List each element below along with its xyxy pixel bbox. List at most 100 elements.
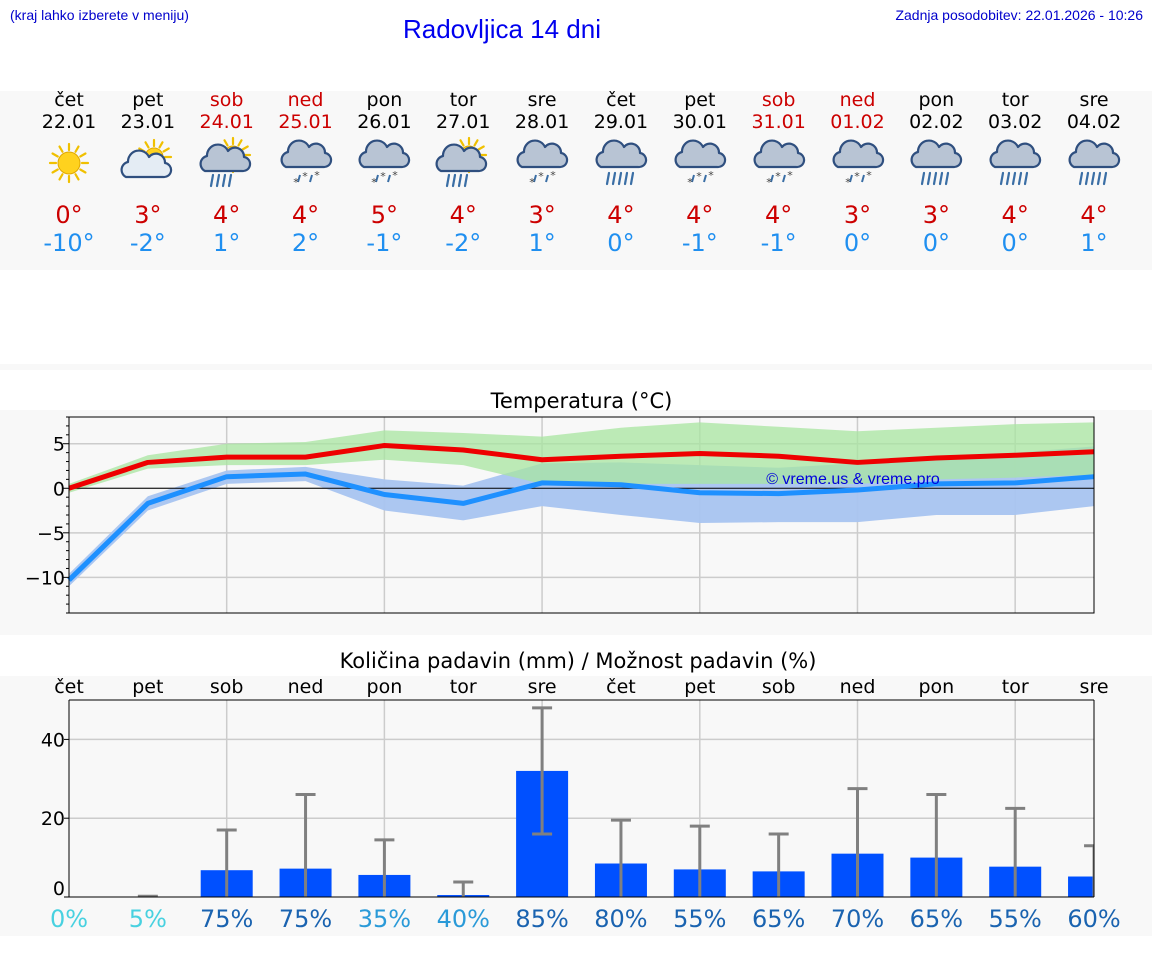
svg-text:*: * — [766, 176, 772, 189]
max-temperature-line — [68, 443, 1095, 491]
cloud-sleet-icon: * ** — [280, 139, 332, 189]
cloud-sleet-icon: * ** — [674, 139, 726, 189]
max-temperature: 4° — [686, 201, 714, 229]
day-date: 23.01 — [120, 111, 176, 133]
day-name: tor — [1001, 89, 1029, 111]
max-temperature: 3° — [843, 201, 872, 229]
svg-text:*: * — [381, 170, 387, 183]
day-column: pet 30.01 * * * 4° -1° — [660, 89, 740, 257]
day-name: pon — [918, 89, 955, 111]
day-name: pet — [132, 89, 164, 111]
cloud-rain-icon — [989, 139, 1042, 186]
svg-text:*: * — [845, 176, 851, 189]
max-temperature: 4° — [607, 201, 635, 229]
x-tick-label: ned — [288, 676, 324, 698]
x-tick-label: tor — [1002, 676, 1029, 698]
max-temperature: 3° — [922, 201, 950, 229]
cloud-sleet-icon: * ** — [358, 139, 411, 189]
forecast-band — [0, 91, 1152, 270]
max-temperature: 3° — [134, 201, 162, 229]
min-temperature: -10° — [43, 229, 95, 257]
svg-text:*: * — [529, 176, 535, 189]
day-column: sre 04.02 4° 1° — [1054, 89, 1134, 257]
location-hint[interactable]: (kraj lahko izberete v meniju) — [10, 7, 189, 23]
bars — [137, 706, 1094, 897]
x-tick-label: čet — [606, 676, 636, 698]
x-tick-label: sre — [1080, 676, 1109, 698]
probability-label: 5% — [129, 905, 167, 933]
probability-label: 35% — [358, 905, 411, 933]
x-tick-label: sob — [210, 676, 244, 698]
max-temperature: 0° — [55, 201, 83, 229]
day-date: 29.01 — [593, 111, 649, 133]
x-tick-label: pet — [132, 676, 163, 698]
probability-label: 0% — [50, 905, 88, 933]
svg-text:*: * — [708, 169, 714, 182]
day-name: tor — [449, 89, 477, 111]
day-name: pon — [366, 89, 403, 111]
x-tick-label: ned — [840, 676, 876, 698]
day-date: 03.02 — [987, 111, 1043, 133]
svg-text:*: * — [538, 170, 544, 183]
max-temperature: 4° — [449, 201, 477, 229]
probability-label: 40% — [437, 905, 490, 933]
partly-cloudy-icon — [120, 138, 173, 179]
max-temperature: 4° — [291, 201, 320, 229]
day-column: sob 24.01 4° 1° — [187, 89, 267, 257]
max-temperature: 4° — [213, 201, 241, 229]
sunny-icon — [48, 142, 90, 184]
svg-text:*: * — [393, 169, 399, 182]
probability-label: 75% — [279, 905, 332, 933]
day-name: ned — [839, 89, 876, 111]
day-date: 25.01 — [278, 111, 333, 133]
probability-label: 75% — [200, 905, 253, 933]
svg-text:*: * — [687, 176, 693, 189]
x-tick-label: pon — [367, 676, 403, 698]
probability-label: 80% — [594, 905, 647, 933]
day-date: 28.01 — [514, 111, 570, 133]
min-temperature: -2° — [445, 229, 482, 257]
min-temperature: 2° — [291, 229, 320, 257]
svg-text:*: * — [302, 170, 308, 183]
min-temperature: 0° — [843, 229, 872, 257]
day-column: ned 01.02 * * * 3° 0° — [818, 89, 898, 257]
probability-label: 70% — [831, 905, 884, 933]
min-temperature: 0° — [1001, 229, 1029, 257]
svg-text:*: * — [550, 169, 556, 182]
min-temperature: -1° — [366, 229, 403, 257]
max-temperature: 4° — [765, 201, 793, 229]
chart-title: Temperatura (°C) — [490, 389, 673, 413]
cloud-rain-icon — [595, 139, 648, 186]
min-temperature: 0° — [607, 229, 635, 257]
y-tick-label: 40 — [41, 729, 65, 751]
x-tick-label: tor — [450, 676, 477, 698]
svg-text:*: * — [293, 176, 299, 189]
day-column: čet 22.01 0° -10° — [29, 89, 109, 257]
day-column: pon 26.01 * * * 5° -1° — [344, 89, 424, 257]
day-column: sob 31.01 * * * 4° -1° — [739, 89, 819, 257]
y-tick-label: −5 — [37, 523, 65, 545]
day-date: 02.02 — [909, 111, 964, 133]
y-tick-label: 0 — [53, 478, 65, 500]
min-temperature: 0° — [922, 229, 950, 257]
daily-forecast: čet 22.01 0° -10° pet 23.01 3° -2° sob 24.01 4° 1° n… — [0, 89, 1152, 259]
min-temperature: -2° — [129, 229, 166, 257]
probability-label: 55% — [673, 905, 726, 933]
probability-label: 65% — [752, 905, 805, 933]
day-name: sob — [761, 89, 796, 111]
day-date: 31.01 — [751, 111, 806, 133]
day-column: čet 29.01 4° 0° — [581, 89, 661, 257]
y-tick-label: −10 — [25, 567, 65, 589]
chart-title: Količina padavin (mm) / Možnost padavin … — [340, 649, 817, 673]
day-name: sre — [527, 89, 557, 111]
y-tick-label: 20 — [41, 808, 65, 830]
page-title: Radovljica 14 dni — [402, 14, 601, 44]
sun-rain-icon — [199, 136, 251, 188]
day-date: 24.01 — [199, 111, 254, 133]
probability-label: 65% — [910, 905, 963, 933]
day-name: čet — [54, 89, 84, 111]
svg-text:*: * — [775, 170, 781, 183]
svg-text:*: * — [866, 169, 872, 182]
day-name: sob — [209, 89, 244, 111]
day-date: 30.01 — [672, 111, 727, 133]
